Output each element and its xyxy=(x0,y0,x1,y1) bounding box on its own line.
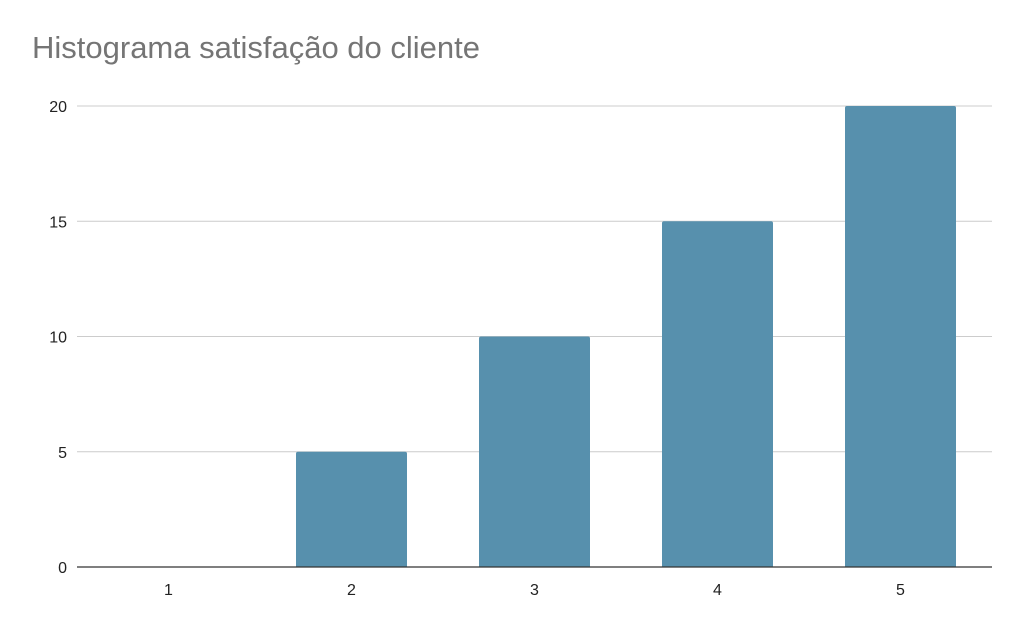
x-tick-label: 5 xyxy=(896,582,905,599)
x-tick-label: 3 xyxy=(530,582,539,599)
x-tick-label: 4 xyxy=(713,582,722,599)
bar-3 xyxy=(479,336,590,567)
bar-4 xyxy=(662,221,773,567)
y-tick-label: 0 xyxy=(58,560,67,577)
y-tick-label: 10 xyxy=(49,330,67,347)
y-tick-label: 20 xyxy=(49,99,67,116)
x-tick-label: 2 xyxy=(347,582,356,599)
y-tick-label: 15 xyxy=(49,214,67,231)
bar-5 xyxy=(845,106,956,567)
y-tick-labels: 0 5 10 15 20 xyxy=(49,99,67,577)
bars xyxy=(296,106,956,567)
x-tick-label: 1 xyxy=(164,582,173,599)
bar-2 xyxy=(296,451,407,567)
x-tick-labels: 1 2 3 4 5 xyxy=(164,582,905,599)
y-tick-label: 5 xyxy=(58,445,67,462)
chart-title: Histograma satisfação do cliente xyxy=(32,30,481,65)
